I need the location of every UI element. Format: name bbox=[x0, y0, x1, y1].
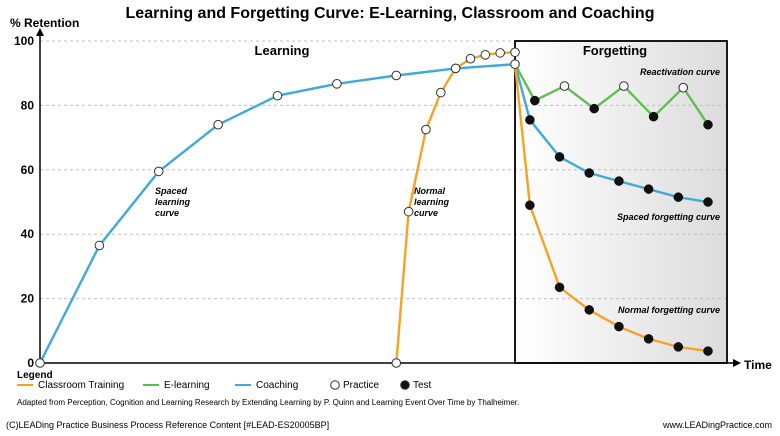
footer-right: www.LEADingPractice.com bbox=[662, 420, 772, 430]
test-marker bbox=[703, 119, 713, 130]
practice-marker bbox=[510, 59, 520, 69]
test-marker bbox=[673, 192, 684, 202]
series-markers bbox=[35, 47, 713, 368]
y-tick-label: 20 bbox=[21, 292, 35, 306]
practice-marker bbox=[35, 358, 45, 368]
legend-label: Test bbox=[413, 380, 432, 391]
test-marker bbox=[530, 95, 540, 106]
forgetting-region bbox=[515, 41, 727, 363]
test-marker bbox=[614, 321, 624, 332]
practice-marker bbox=[678, 82, 689, 93]
practice-marker bbox=[332, 79, 342, 89]
footer-left: (C)LEADing Practice Business Process Ref… bbox=[6, 420, 329, 430]
test-marker bbox=[614, 176, 624, 186]
practice-marker bbox=[213, 119, 223, 130]
test-marker bbox=[525, 115, 535, 125]
spaced-learning-annotation: Spaced learning curve bbox=[155, 186, 193, 218]
y-tick-label: 60 bbox=[21, 163, 35, 177]
legend: Classroom Training E-learning Coaching Prac… bbox=[17, 380, 432, 391]
practice-marker bbox=[94, 240, 105, 251]
legend-test-marker bbox=[400, 380, 410, 390]
legend-label: Classroom Training bbox=[38, 380, 124, 391]
practice-marker bbox=[391, 358, 402, 368]
legend-label: Practice bbox=[343, 380, 380, 391]
reactivation-annotation: Reactivation curve bbox=[640, 67, 720, 77]
practice-marker bbox=[272, 90, 283, 101]
test-marker bbox=[584, 168, 594, 178]
normal-learning-annotation: Normal learning curve bbox=[414, 186, 452, 218]
y-axis-label: % Retention bbox=[10, 16, 79, 30]
test-marker bbox=[584, 305, 594, 315]
test-marker bbox=[703, 346, 713, 356]
x-axis-arrow bbox=[733, 359, 741, 367]
source-note: Adapted from Perception, Cognition and L… bbox=[17, 398, 519, 407]
test-marker bbox=[554, 152, 565, 162]
practice-marker bbox=[495, 48, 505, 58]
practice-marker bbox=[421, 124, 431, 135]
practice-marker bbox=[153, 166, 164, 177]
test-marker bbox=[673, 342, 684, 352]
learning-region-label: Learning bbox=[255, 43, 310, 58]
practice-marker bbox=[619, 81, 629, 91]
y-axis-arrow bbox=[36, 28, 44, 36]
legend-practice-marker bbox=[330, 380, 340, 390]
test-marker bbox=[525, 200, 535, 210]
y-tick-label: 80 bbox=[21, 98, 35, 112]
practice-marker bbox=[436, 87, 446, 98]
test-marker bbox=[643, 334, 654, 344]
test-marker bbox=[554, 282, 565, 293]
practice-marker bbox=[480, 50, 491, 60]
practice-marker bbox=[450, 63, 461, 74]
practice-marker bbox=[510, 47, 520, 58]
y-tick-label: 100 bbox=[14, 34, 34, 48]
practice-marker bbox=[465, 53, 476, 64]
test-marker bbox=[643, 184, 654, 194]
y-tick-label: 40 bbox=[21, 227, 35, 241]
y-ticks: 0 20 40 60 80 100 bbox=[14, 34, 34, 370]
legend-label: E-learning bbox=[164, 380, 210, 391]
x-axis-label: Time bbox=[744, 358, 772, 372]
forgetting-region-label: Forgetting bbox=[583, 43, 647, 58]
series-line bbox=[513, 63, 709, 126]
test-marker bbox=[703, 197, 713, 207]
test-marker bbox=[589, 103, 599, 114]
series-line bbox=[513, 64, 709, 353]
spaced-forgetting-annotation: Spaced forgetting curve bbox=[617, 212, 720, 222]
series-line bbox=[513, 63, 709, 204]
legend-title: Legend bbox=[17, 370, 53, 381]
y-tick-label: 0 bbox=[27, 356, 34, 370]
practice-marker bbox=[391, 70, 402, 81]
series-line bbox=[38, 63, 516, 364]
practice-marker bbox=[559, 81, 570, 91]
legend-label: Coaching bbox=[256, 380, 298, 391]
practice-marker bbox=[403, 206, 414, 217]
normal-forgetting-annotation: Normal forgetting curve bbox=[618, 305, 720, 315]
test-marker bbox=[648, 111, 659, 122]
chart-title: Learning and Forgetting Curve: E-Learnin… bbox=[126, 5, 655, 22]
